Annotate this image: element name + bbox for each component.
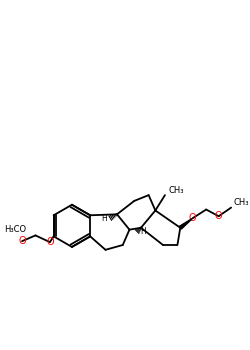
Text: O: O xyxy=(189,213,196,223)
Text: O: O xyxy=(46,237,54,247)
Text: H₃CO: H₃CO xyxy=(4,225,26,234)
Text: H: H xyxy=(140,227,146,236)
Text: O: O xyxy=(215,211,222,221)
Text: O: O xyxy=(18,236,26,246)
Text: CH₃: CH₃ xyxy=(234,198,250,207)
Polygon shape xyxy=(179,218,193,229)
Text: H: H xyxy=(102,214,108,223)
Text: CH₃: CH₃ xyxy=(169,186,184,195)
